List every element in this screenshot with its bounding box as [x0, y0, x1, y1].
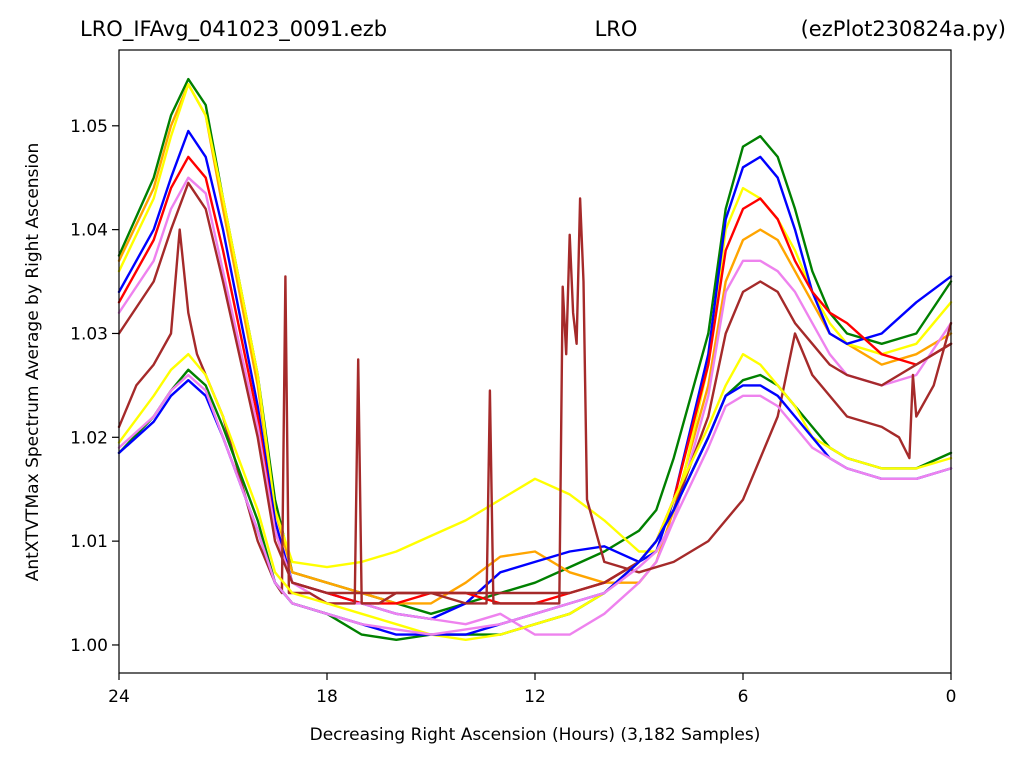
series-line: [117, 83, 953, 569]
x-axis-label: Decreasing Right Ascension (Hours) (3,18…: [310, 725, 761, 745]
series-line: [117, 368, 953, 641]
chart-title-center: LRO: [595, 17, 638, 41]
y-tick-label: 1.01: [70, 532, 108, 552]
y-tick-label: 1.00: [70, 636, 108, 656]
series-line: [117, 379, 953, 636]
series-line: [117, 83, 953, 605]
x-axis: 24 18 12 6 0: [108, 673, 956, 707]
plot-frame: [118, 49, 952, 674]
chart-title-file: LRO_IFAvg_041023_0091.ezb: [80, 17, 387, 42]
y-axis-label: AntXTVTMax Spectrum Average by Right Asc…: [23, 143, 43, 582]
y-tick-label: 1.04: [70, 221, 108, 241]
series-line: [117, 353, 953, 641]
series-line: [117, 176, 953, 636]
x-tick-label: 18: [316, 687, 338, 707]
y-tick-label: 1.02: [70, 428, 108, 448]
series-group: [117, 77, 953, 641]
y-axis: 1.00 1.01 1.02 1.03 1.04 1.05: [70, 117, 119, 656]
y-tick-label: 1.03: [70, 324, 108, 344]
x-tick-label: 6: [738, 687, 749, 707]
x-tick-label: 0: [946, 687, 957, 707]
y-tick-label: 1.05: [70, 117, 108, 137]
chart-title-script: (ezPlot230824a.py): [801, 17, 1006, 41]
series-line: [117, 197, 953, 605]
x-tick-label: 12: [524, 687, 546, 707]
series-line: [117, 373, 953, 636]
series-line: [117, 129, 953, 621]
x-tick-label: 24: [108, 687, 130, 707]
series-line: [117, 181, 953, 595]
